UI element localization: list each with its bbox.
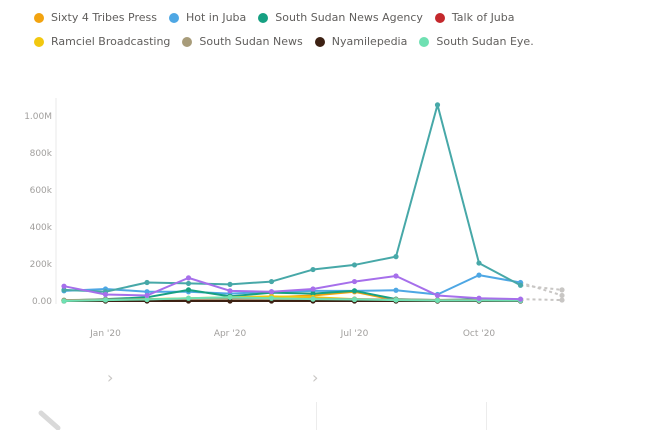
legend-marker-icon (34, 36, 44, 47)
legend-label: South Sudan Eye. (436, 35, 534, 48)
data-point (476, 295, 482, 301)
legend-label: Ramciel Broadcasting (51, 35, 171, 48)
data-point (310, 286, 316, 292)
data-point (144, 279, 150, 286)
data-point (268, 278, 275, 285)
data-point (185, 287, 192, 293)
legend-item[interactable]: Ramciel Broadcasting (34, 35, 170, 48)
data-point (517, 296, 524, 302)
data-point (393, 273, 399, 279)
data-point (476, 260, 482, 266)
data-point (61, 287, 67, 293)
data-point (393, 297, 399, 303)
x-tick-label: Oct '20 (463, 329, 496, 339)
y-tick-label: 800k (30, 149, 53, 159)
y-tick-label: 600k (30, 186, 53, 196)
legend-item[interactable]: Hot in Juba (168, 11, 247, 24)
data-point (185, 295, 192, 301)
legend-marker-icon (434, 12, 445, 23)
legend-row-2: Ramciel Broadcasting South Sudan News Ny… (34, 33, 654, 50)
legend-label: Hot in Juba (185, 11, 247, 24)
chart-legend: Sixty 4 Tribes Press Hot in Juba South S… (34, 9, 654, 57)
series-line (63, 296, 521, 302)
data-point (310, 266, 316, 273)
data-point (268, 295, 275, 301)
data-point (434, 102, 441, 108)
data-point (434, 292, 441, 299)
data-point (351, 278, 358, 285)
legend-item[interactable]: South Sudan Eye. (419, 35, 534, 48)
legend-item[interactable]: Talk of Juba (434, 11, 515, 24)
y-tick-label: 400k (30, 223, 53, 233)
legend-marker-icon (314, 36, 325, 47)
data-point (61, 283, 67, 289)
legend-marker-icon (168, 12, 179, 23)
data-point (227, 288, 233, 294)
data-point (102, 291, 109, 298)
legend-label: Sixty 4 Tribes Press (51, 11, 157, 24)
y-tick-label: 0.00 (32, 297, 52, 307)
data-point (61, 298, 67, 304)
legend-marker-icon (258, 12, 269, 23)
data-point (144, 296, 150, 303)
legend-label: Nyamilepedia (331, 35, 408, 48)
legend-item[interactable]: Sixty 4 Tribes Press (34, 11, 157, 24)
data-point (102, 297, 109, 303)
legend-item[interactable]: South Sudan News Agency (258, 11, 423, 24)
series-line (63, 275, 521, 301)
data-point (268, 289, 275, 295)
data-point (517, 282, 524, 288)
data-point (144, 292, 150, 299)
data-point (351, 262, 358, 268)
data-point (393, 254, 399, 260)
data-point (310, 296, 316, 302)
forecast-line (520, 281, 563, 297)
legend-marker-icon (182, 36, 193, 47)
data-point (185, 275, 192, 281)
legend-label: South Sudan News Agency (275, 11, 423, 24)
y-tick-label: 200k (30, 260, 53, 270)
legend-item[interactable]: South Sudan News (182, 35, 303, 48)
data-point (393, 287, 399, 293)
data-point (227, 281, 233, 287)
data-point (559, 287, 565, 293)
data-point (351, 296, 358, 303)
x-tick-label: Jan '20 (89, 329, 121, 339)
legend-item[interactable]: Nyamilepedia (314, 35, 408, 48)
data-point (559, 297, 565, 303)
panel-divider (316, 402, 317, 430)
data-point (227, 294, 233, 300)
data-point (476, 272, 482, 278)
panel-divider (486, 402, 487, 430)
data-point (185, 280, 192, 287)
data-point (351, 288, 358, 294)
legend-row-1: Sixty 4 Tribes Press Hot in Juba South S… (34, 9, 654, 26)
chevron-right-icon[interactable]: › (107, 368, 114, 387)
legend-label: Talk of Juba (451, 11, 515, 24)
forecast-line (520, 298, 563, 302)
legend-marker-icon (419, 36, 430, 47)
chevron-right-icon[interactable]: › (312, 368, 319, 387)
data-point (559, 292, 565, 299)
legend-label: South Sudan News (199, 35, 303, 48)
data-point (144, 289, 150, 295)
legend-marker-icon (34, 12, 44, 23)
x-tick-label: Apr '20 (214, 329, 247, 339)
y-tick-label: 1.00M (24, 112, 52, 122)
data-point (227, 298, 233, 304)
forecast-line (520, 284, 563, 291)
data-point (310, 291, 316, 297)
resize-handle-icon[interactable] (38, 410, 62, 430)
x-tick-label: Jul '20 (340, 329, 369, 339)
series-line (63, 103, 521, 293)
data-point (434, 297, 441, 304)
